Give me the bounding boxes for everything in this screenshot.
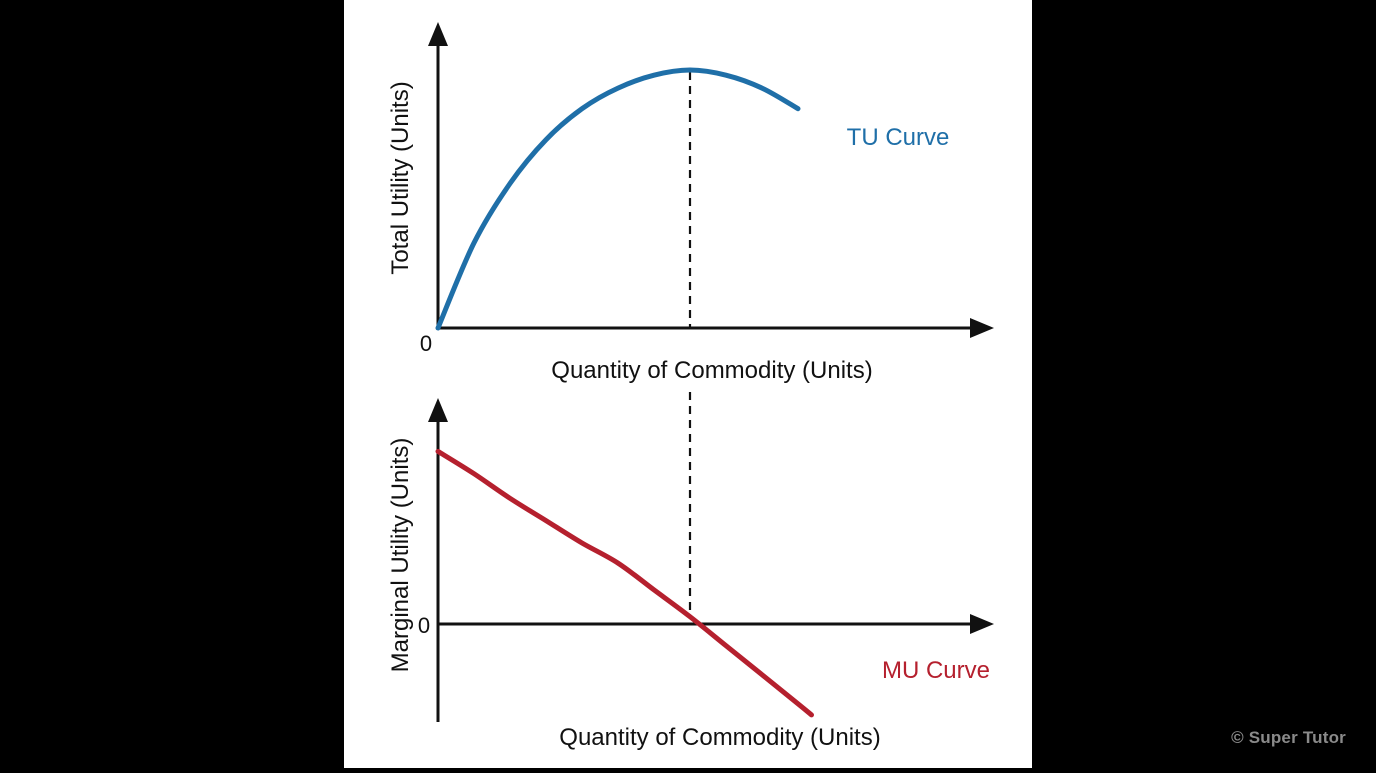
tu-x-axis-arrow-icon	[970, 318, 994, 338]
mu-y-axis-arrow-icon	[428, 398, 448, 422]
mu-series-label: MU Curve	[882, 657, 990, 684]
mu-y-axis-label: Marginal Utility (Units)	[387, 438, 414, 673]
mu-x-axis-arrow-icon	[970, 614, 994, 634]
tu-x-axis-label: Quantity of Commodity (Units)	[551, 357, 872, 384]
mu-x-axis-label: Quantity of Commodity (Units)	[559, 724, 880, 751]
mu-origin-label: 0	[418, 613, 430, 638]
chart-panel: 0 Quantity of Commodity (Units) Total Ut…	[344, 0, 1032, 768]
tu-origin-label: 0	[420, 331, 432, 356]
tu-series-label: TU Curve	[847, 124, 950, 151]
watermark: © Super Tutor	[1231, 728, 1346, 747]
tu-chart: 0 Quantity of Commodity (Units) Total Ut…	[387, 22, 994, 384]
tu-curve-line	[435, 67, 801, 331]
tu-y-axis-arrow-icon	[428, 22, 448, 46]
mu-chart: 0 Quantity of Commodity (Units) Marginal…	[387, 392, 994, 751]
utility-charts: 0 Quantity of Commodity (Units) Total Ut…	[387, 22, 994, 751]
tu-y-axis-label: Total Utility (Units)	[387, 81, 414, 274]
mu-curve-line	[435, 448, 814, 718]
